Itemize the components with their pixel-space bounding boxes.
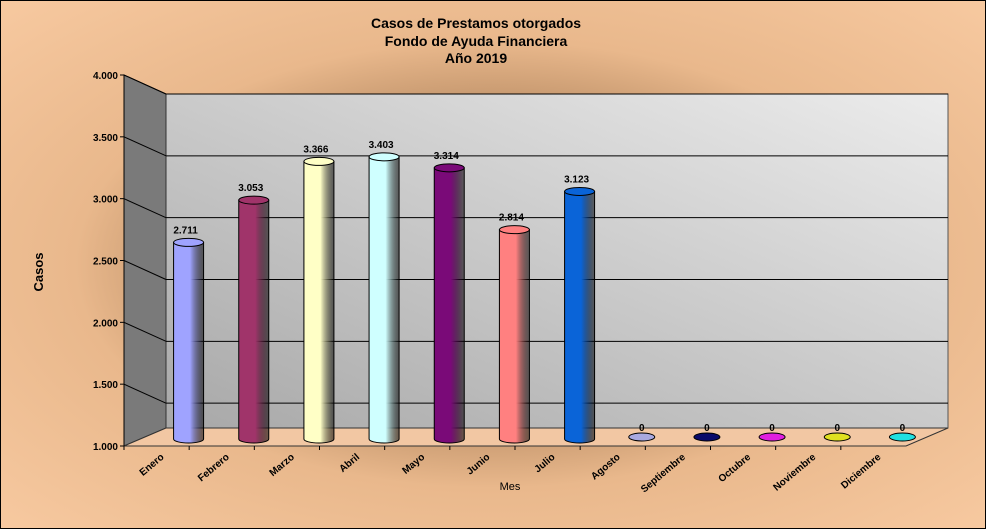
y-axis-ticks: 1.000 1.500 2.000 2.500 3.000 3.500 4.000 <box>93 71 125 453</box>
back-wall <box>165 93 949 429</box>
y-tick-label: 2.000 <box>93 318 118 329</box>
x-tick-label: Julio <box>533 452 558 475</box>
bar-zero-disc <box>628 432 656 442</box>
chart-title-line-3: Año 2019 <box>445 50 507 66</box>
data-label: 2.711 <box>173 225 198 236</box>
bar-zero-disc <box>758 432 786 442</box>
y-tick-label: 1.500 <box>93 380 118 391</box>
bar-body <box>303 160 335 444</box>
bar-junio: 2.814 <box>498 213 530 444</box>
y-tick-label: 1.000 <box>93 442 118 453</box>
bar-febrero: 3.053 <box>238 183 270 444</box>
x-tick-label: Abril <box>337 452 362 475</box>
gridline-side <box>123 383 167 404</box>
y-tick-label: 2.500 <box>93 257 118 268</box>
x-axis-title: Mes <box>500 481 521 493</box>
side-wall <box>123 74 167 447</box>
data-label: 0 <box>900 423 906 434</box>
x-tick-label: Febrero <box>196 452 232 484</box>
y-tick-label: 3.000 <box>93 195 118 206</box>
bar-abril: 3.403 <box>368 140 400 444</box>
x-tick-label: Septiembre <box>639 452 688 496</box>
data-label: 3.403 <box>369 140 394 151</box>
bar-marzo: 3.366 <box>303 144 335 444</box>
x-tick-label: Junio <box>465 452 493 478</box>
data-label: 3.314 <box>434 151 459 162</box>
x-tick-label: Noviembre <box>772 452 819 494</box>
data-label: 0 <box>834 423 840 434</box>
bar-top <box>564 186 596 196</box>
y-tick-label: 3.500 <box>93 133 118 144</box>
bar-top <box>368 152 400 162</box>
gridline-side <box>123 321 167 342</box>
x-tick-label: Enero <box>138 452 167 479</box>
bars: 2.711 3.053 3.366 3.403 3.314 2.814 3.123 0 0 0 0 0 <box>173 140 916 444</box>
data-label: 0 <box>769 423 775 434</box>
bar-top <box>498 225 530 235</box>
x-tick-label: Agosto <box>589 452 622 483</box>
bar-zero-disc <box>823 432 851 442</box>
bar-body <box>564 190 596 444</box>
bar-octubre: 0 <box>758 423 786 442</box>
bar-agosto: 0 <box>628 423 656 442</box>
bar-zero-disc <box>693 432 721 442</box>
y-tick-label: 4.000 <box>93 71 118 82</box>
bar-body <box>368 156 400 444</box>
data-label: 3.366 <box>303 144 328 155</box>
chart-title-line-1: Casos de Prestamos otorgados <box>371 15 581 31</box>
bar-enero: 2.711 <box>173 225 205 444</box>
x-tick-label: Mayo <box>401 452 428 477</box>
chart-title-line-2: Fondo de Ayuda Financiera <box>385 33 568 49</box>
x-tick-label: Diciembre <box>839 452 883 492</box>
data-label: 0 <box>704 423 710 434</box>
y-axis-title: Casos <box>31 252 46 291</box>
bar-mayo: 3.314 <box>433 151 465 444</box>
x-tick-label: Octubre <box>717 452 754 485</box>
bar-top <box>173 237 205 247</box>
bar-top <box>303 156 335 166</box>
gridline-side <box>123 74 167 95</box>
gridline-side <box>123 198 167 219</box>
titles: Casos de Prestamos otorgados Fondo de Ay… <box>31 15 581 493</box>
bar-top <box>238 195 270 205</box>
data-label: 3.123 <box>564 174 589 185</box>
gridline-side <box>123 260 167 280</box>
bar-noviembre: 0 <box>823 423 851 442</box>
data-label: 2.814 <box>499 213 524 224</box>
bar-top <box>433 163 465 173</box>
bar-body <box>498 229 530 444</box>
data-label: 0 <box>639 423 645 434</box>
bar-zero-disc <box>888 432 916 442</box>
bar-julio: 3.123 <box>564 174 596 444</box>
x-tick-label: Marzo <box>268 452 297 479</box>
gridlines <box>123 74 948 404</box>
bar-septiembre: 0 <box>693 423 721 442</box>
data-label: 3.053 <box>238 183 263 194</box>
bar-body <box>238 199 270 444</box>
bar-diciembre: 0 <box>888 423 916 442</box>
bar-body <box>433 167 465 444</box>
gridline-side <box>123 136 167 157</box>
bar-body <box>173 241 205 444</box>
